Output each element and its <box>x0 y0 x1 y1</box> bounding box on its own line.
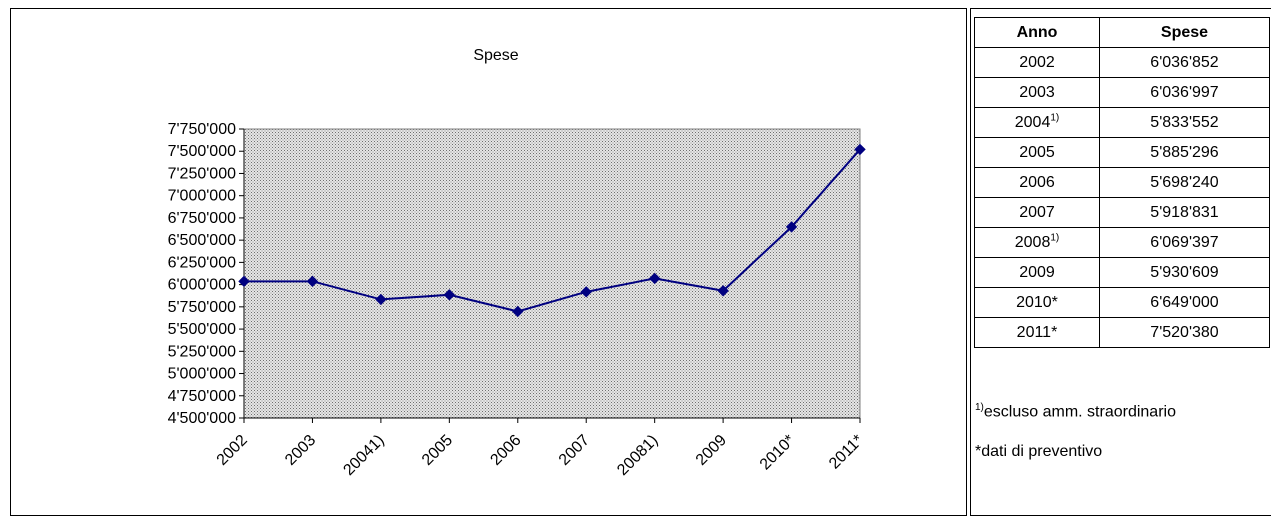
year-cell: 2010* <box>974 287 1100 318</box>
spese-cell: 6'036'852 <box>1099 47 1270 78</box>
y-tick-label: 5'750'000 <box>168 299 237 316</box>
year-text: 2006 <box>1019 173 1055 191</box>
year-cell: 2002 <box>974 47 1100 78</box>
table-row: 2011* 7'520'380 <box>974 317 1270 348</box>
year-text: 2009 <box>1019 263 1055 281</box>
year-cell: 20041) <box>974 107 1100 138</box>
table-row: 2005 5'885'296 <box>974 137 1270 168</box>
x-tick-label: 2007 <box>556 432 593 469</box>
y-tick-label: 6'750'000 <box>168 210 237 227</box>
y-tick-label: 6'000'000 <box>168 277 237 294</box>
year-cell: 2007 <box>974 197 1100 228</box>
chart-panel: Spese 4'500'000 4'750'000 5'000'000 5'250'0… <box>10 8 967 516</box>
data-point <box>785 221 798 233</box>
year-text: 2008 <box>1014 233 1051 251</box>
spese-cell: 6'036'997 <box>1099 77 1270 108</box>
y-tick-label: 7'500'000 <box>168 143 237 160</box>
x-tick-label: 2005 <box>419 432 456 469</box>
y-tick-label: 7'750'000 <box>168 121 237 138</box>
y-tick-label: 4'750'000 <box>168 388 237 405</box>
data-point <box>375 293 387 306</box>
y-tick-label: 5'250'000 <box>168 343 237 360</box>
x-tick-label: 20041) <box>340 432 387 479</box>
y-tick-label: 5'500'000 <box>168 321 237 338</box>
footnote-1: 1)escluso amm. straordinario <box>975 402 1176 421</box>
y-tick-label: 4'500'000 <box>168 410 237 427</box>
table-row: 20081) 6'069'397 <box>974 227 1270 258</box>
table-row: 2006 5'698'240 <box>974 167 1270 198</box>
year-cell: 2011* <box>974 317 1100 348</box>
x-tick-label: 2006 <box>487 432 524 469</box>
y-tick-label: 6'500'000 <box>168 232 237 249</box>
data-point <box>238 275 250 288</box>
series-line <box>243 148 861 313</box>
data-point <box>648 272 661 285</box>
y-tick-label: 7'250'000 <box>168 165 237 182</box>
year-text: 2011* <box>1016 323 1058 341</box>
year-text: 2010* <box>1016 293 1058 311</box>
spese-cell: 6'069'397 <box>1099 227 1270 258</box>
spese-cell: 5'930'609 <box>1099 257 1270 288</box>
year-cell: 2009 <box>974 257 1100 288</box>
data-panel: Anno Spese 2002 6'036'852 2003 6'036'997 200… <box>970 8 1271 516</box>
spese-cell: 5'885'296 <box>1099 137 1270 168</box>
spese-cell: 5'698'240 <box>1099 167 1270 198</box>
year-text: 2003 <box>1019 83 1055 101</box>
table-header-row: Anno Spese <box>974 17 1270 48</box>
year-cell: 2006 <box>974 167 1100 198</box>
footnote-marker: 1) <box>1050 232 1060 244</box>
x-tick-label: 2009 <box>693 432 730 469</box>
data-point <box>443 289 456 301</box>
footnote-marker: 1) <box>1050 112 1060 124</box>
x-tick-label: 2010* <box>757 432 799 474</box>
footnote-1-marker: 1) <box>975 402 984 413</box>
spese-cell: 5'918'831 <box>1099 197 1270 228</box>
footnote-2: *dati di preventivo <box>975 443 1103 460</box>
table-row: 20041) 5'833'552 <box>974 107 1270 138</box>
y-tick-label: 7'000'000 <box>168 188 237 205</box>
year-text: 2007 <box>1019 203 1055 221</box>
y-tick-label: 5'000'000 <box>168 366 237 383</box>
table-row: 2002 6'036'852 <box>974 47 1270 78</box>
header-anno: Anno <box>974 17 1100 48</box>
data-point <box>306 275 319 288</box>
year-text: 2005 <box>1019 143 1055 161</box>
plot-area <box>243 128 861 419</box>
header-spese: Spese <box>1099 17 1270 48</box>
table-row: 2009 5'930'609 <box>974 257 1270 288</box>
data-point <box>512 305 524 318</box>
table-row: 2010* 6'649'000 <box>974 287 1270 318</box>
spese-cell: 5'833'552 <box>1099 107 1270 138</box>
year-text: 2004 <box>1014 113 1051 131</box>
year-cell: 20081) <box>974 227 1100 258</box>
data-table: Anno Spese 2002 6'036'852 2003 6'036'997 200… <box>974 17 1270 348</box>
footnote-1-text: escluso amm. straordinario <box>983 403 1176 421</box>
x-tick-label: 2002 <box>214 432 251 469</box>
table-row: 2003 6'036'997 <box>974 77 1270 108</box>
x-tick-label: 2011* <box>826 432 867 473</box>
data-point <box>717 285 729 297</box>
data-point <box>580 286 592 298</box>
spese-cell: 7'520'380 <box>1099 317 1270 348</box>
x-tick-label: 2003 <box>282 432 319 469</box>
line-chart: Spese 4'500'000 4'750'000 5'000'000 5'250'0… <box>168 47 867 479</box>
y-tick-label: 6'250'000 <box>168 254 237 271</box>
table-row: 2007 5'918'831 <box>974 197 1270 228</box>
chart-title: Spese <box>473 47 518 64</box>
data-point <box>854 143 866 156</box>
x-tick-label: 20081) <box>614 432 661 479</box>
spese-cell: 6'649'000 <box>1099 287 1270 318</box>
year-cell: 2005 <box>974 137 1100 168</box>
year-cell: 2003 <box>974 77 1100 108</box>
year-text: 2002 <box>1019 53 1055 71</box>
